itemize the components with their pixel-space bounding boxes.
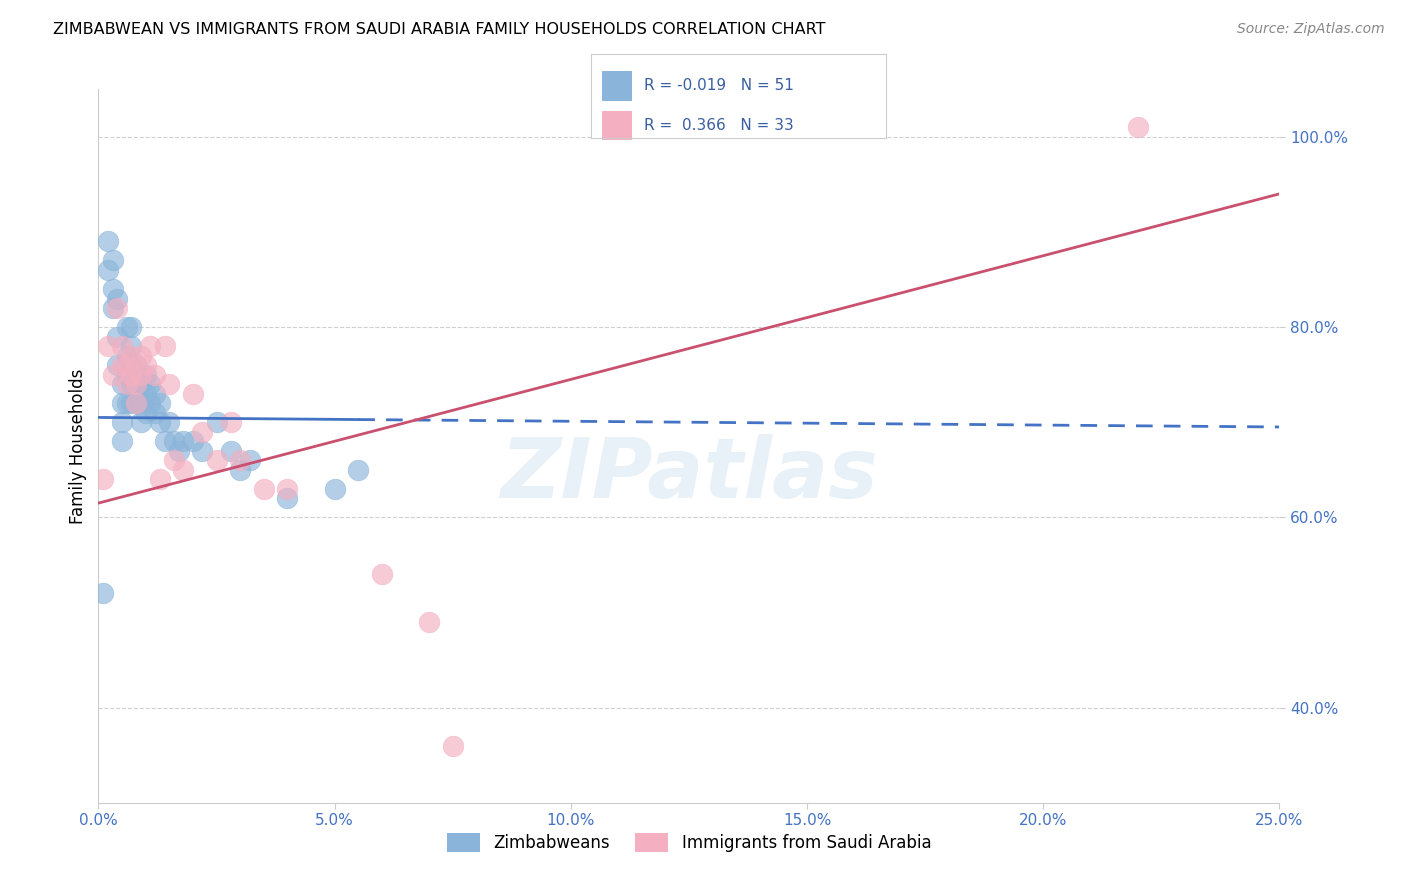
- Point: [129, 415, 152, 429]
- Text: R = -0.019   N = 51: R = -0.019 N = 51: [644, 78, 793, 94]
- Point: [191, 443, 214, 458]
- Point: [181, 434, 204, 449]
- Point: [163, 434, 186, 449]
- Point: [105, 329, 128, 343]
- Point: [115, 377, 138, 392]
- Point: [135, 358, 157, 372]
- Point: [276, 482, 298, 496]
- Point: [125, 396, 148, 410]
- Point: [163, 453, 186, 467]
- Bar: [602, 70, 631, 101]
- Point: [111, 377, 134, 392]
- Point: [121, 349, 143, 363]
- Point: [115, 368, 138, 382]
- Point: [129, 377, 152, 392]
- Text: ZIMBABWEAN VS IMMIGRANTS FROM SAUDI ARABIA FAMILY HOUSEHOLDS CORRELATION CHART: ZIMBABWEAN VS IMMIGRANTS FROM SAUDI ARAB…: [53, 22, 825, 37]
- Point: [115, 396, 138, 410]
- Point: [229, 463, 252, 477]
- Point: [115, 320, 138, 334]
- Point: [219, 415, 242, 429]
- Point: [121, 396, 143, 410]
- Point: [143, 368, 166, 382]
- Point: [135, 368, 157, 382]
- Point: [111, 358, 134, 372]
- Point: [139, 339, 162, 353]
- Point: [276, 491, 298, 506]
- Point: [129, 396, 152, 410]
- Point: [153, 434, 176, 449]
- Point: [129, 368, 152, 382]
- Point: [157, 377, 180, 392]
- Point: [219, 443, 242, 458]
- Point: [172, 434, 194, 449]
- Point: [101, 301, 124, 315]
- Point: [125, 377, 148, 392]
- Point: [191, 425, 214, 439]
- Point: [205, 453, 228, 467]
- Point: [143, 406, 166, 420]
- Point: [205, 415, 228, 429]
- Point: [125, 396, 148, 410]
- Point: [135, 406, 157, 420]
- Point: [172, 463, 194, 477]
- Point: [101, 282, 124, 296]
- Text: R =  0.366   N = 33: R = 0.366 N = 33: [644, 118, 793, 133]
- Point: [97, 235, 120, 249]
- Point: [125, 358, 148, 372]
- Point: [149, 472, 172, 486]
- Point: [229, 453, 252, 467]
- Point: [371, 567, 394, 582]
- Text: ZIPatlas: ZIPatlas: [501, 434, 877, 515]
- Point: [91, 472, 114, 486]
- Point: [149, 415, 172, 429]
- Bar: [602, 111, 631, 140]
- Point: [97, 263, 120, 277]
- Point: [101, 368, 124, 382]
- Point: [143, 386, 166, 401]
- Point: [167, 443, 190, 458]
- Point: [323, 482, 346, 496]
- Text: Source: ZipAtlas.com: Source: ZipAtlas.com: [1237, 22, 1385, 37]
- Point: [157, 415, 180, 429]
- Point: [139, 396, 162, 410]
- Point: [181, 386, 204, 401]
- Point: [441, 739, 464, 753]
- Point: [129, 349, 152, 363]
- Point: [111, 396, 134, 410]
- Point: [253, 482, 276, 496]
- Point: [418, 615, 440, 629]
- Point: [121, 377, 143, 392]
- Point: [111, 339, 134, 353]
- Point: [105, 292, 128, 306]
- Point: [111, 434, 134, 449]
- Point: [153, 339, 176, 353]
- Point: [239, 453, 262, 467]
- Point: [97, 339, 120, 353]
- Point: [121, 320, 143, 334]
- Point: [121, 368, 143, 382]
- Point: [101, 253, 124, 268]
- Point: [121, 339, 143, 353]
- Point: [111, 415, 134, 429]
- Point: [125, 377, 148, 392]
- Point: [105, 301, 128, 315]
- Point: [105, 358, 128, 372]
- Point: [115, 349, 138, 363]
- Point: [1126, 120, 1149, 135]
- Point: [149, 396, 172, 410]
- Point: [347, 463, 370, 477]
- Point: [139, 377, 162, 392]
- Legend: Zimbabweans, Immigrants from Saudi Arabia: Zimbabweans, Immigrants from Saudi Arabi…: [440, 826, 938, 859]
- Y-axis label: Family Households: Family Households: [69, 368, 87, 524]
- Point: [115, 358, 138, 372]
- Point: [91, 586, 114, 600]
- Point: [121, 358, 143, 372]
- Point: [135, 386, 157, 401]
